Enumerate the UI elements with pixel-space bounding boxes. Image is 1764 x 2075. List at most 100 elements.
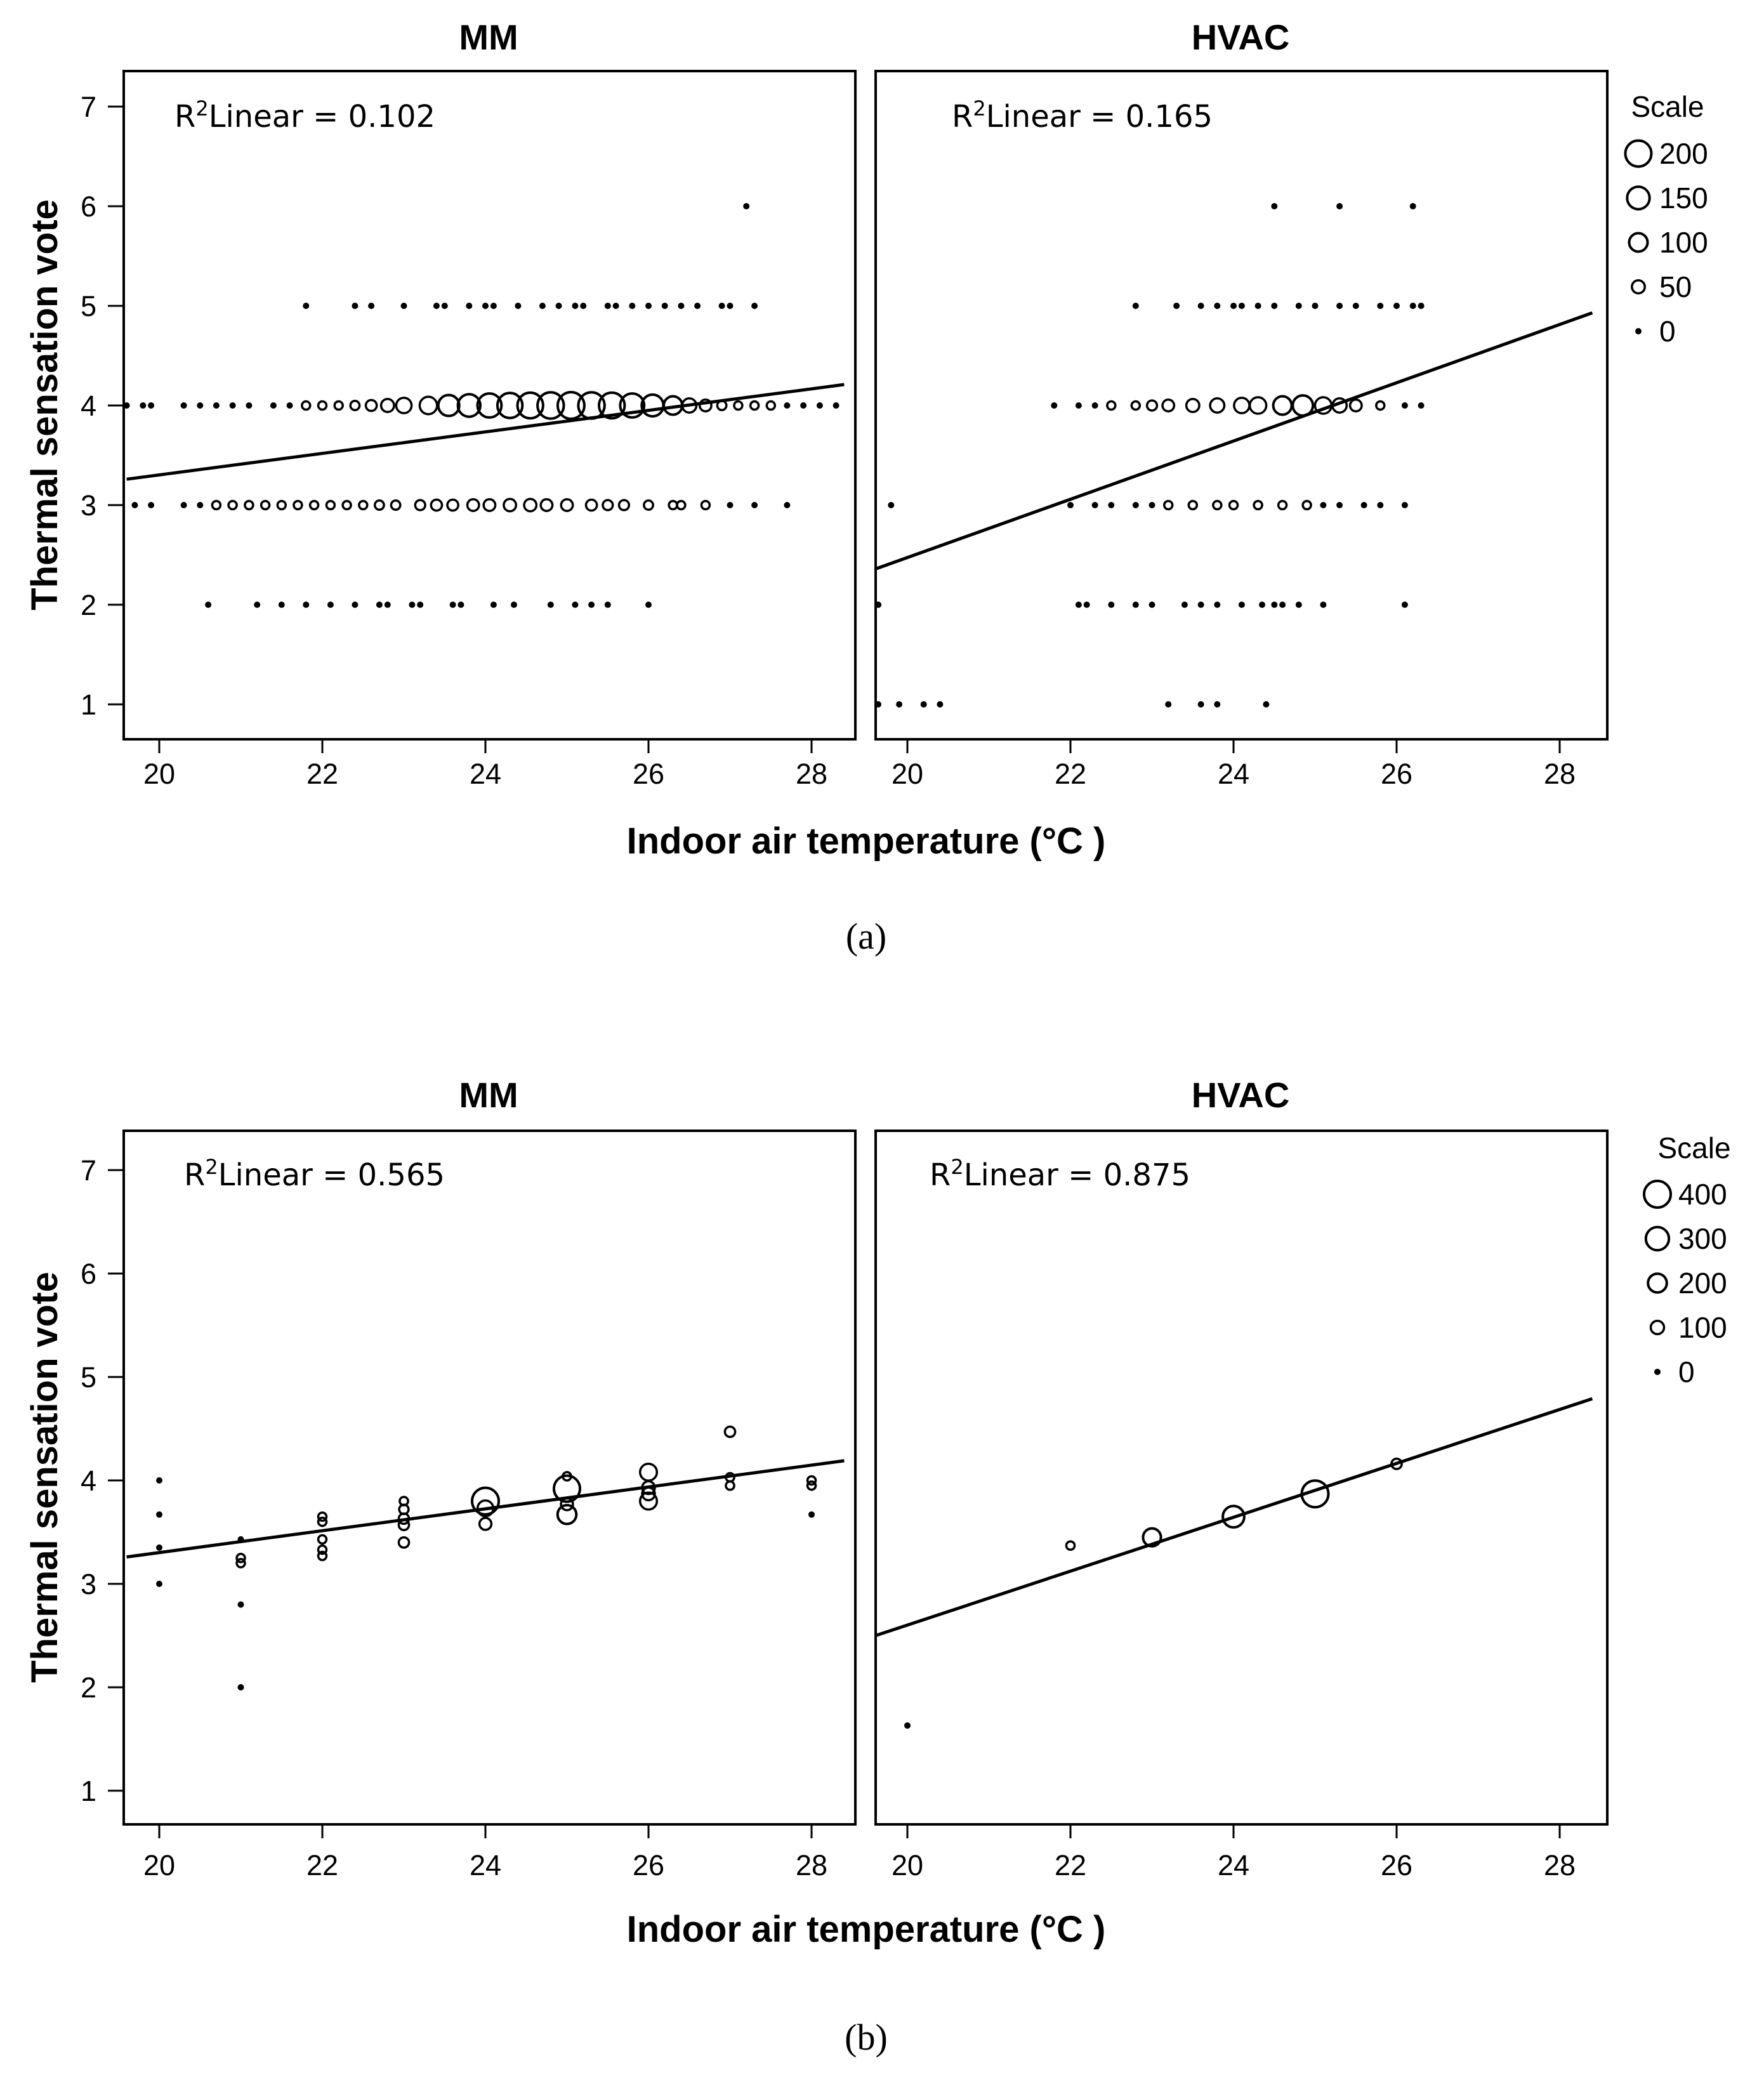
- panel-title-b-hvac: HVAC: [1192, 1075, 1290, 1115]
- data-point: [539, 498, 554, 512]
- data-point: [556, 391, 586, 420]
- r2-value-b-mm: Linear = 0.565: [218, 1157, 445, 1193]
- data-point: [1165, 701, 1172, 708]
- legend-label: 0: [1659, 315, 1676, 348]
- data-point: [490, 303, 497, 309]
- data-point: [1295, 303, 1302, 309]
- data-point: [148, 502, 155, 508]
- r2-label-b-hvac: R2Linear = 0.875: [930, 1155, 1190, 1193]
- data-point: [1149, 602, 1155, 608]
- data-point: [1348, 399, 1363, 412]
- data-point: [414, 499, 426, 511]
- plot-frame-b-mm: [122, 1130, 857, 1826]
- data-point: [358, 499, 369, 511]
- data-point: [1409, 303, 1416, 309]
- data-point: [433, 303, 440, 309]
- data-point: [368, 303, 375, 309]
- data-point: [237, 1601, 244, 1608]
- data-point: [1214, 602, 1221, 608]
- x-tick-label: 20: [892, 758, 923, 790]
- data-point: [1401, 502, 1408, 508]
- x-tick-label: 24: [1218, 1849, 1249, 1881]
- data-point: [1212, 499, 1223, 511]
- data-point: [523, 497, 538, 513]
- data-point: [229, 402, 236, 409]
- data-point: [1248, 396, 1268, 415]
- x-tick-label: 28: [1544, 758, 1576, 790]
- data-point: [1277, 499, 1288, 511]
- data-point: [539, 303, 546, 309]
- legend-marker: [1624, 139, 1653, 168]
- plot-area-b-mm: [126, 1425, 845, 1690]
- data-point: [457, 602, 464, 608]
- data-point: [333, 400, 344, 411]
- data-point: [140, 402, 147, 409]
- data-point: [384, 602, 391, 608]
- data-point: [751, 303, 758, 309]
- data-point: [395, 397, 413, 414]
- legend-a: Scale 200 150 100 50 0: [1624, 90, 1708, 348]
- data-point: [260, 499, 271, 511]
- data-point: [808, 1511, 815, 1518]
- y-tick-label: 7: [81, 1154, 96, 1187]
- data-point: [1271, 602, 1278, 608]
- data-point: [156, 1544, 162, 1551]
- data-point: [584, 498, 598, 512]
- panel-title-a-mm: MM: [459, 17, 518, 57]
- data-point: [723, 1425, 737, 1439]
- data-point: [784, 502, 791, 508]
- data-point: [276, 499, 287, 511]
- x-tick-label: 26: [633, 758, 664, 790]
- data-point: [1271, 303, 1278, 309]
- data-point: [456, 393, 482, 418]
- y-tick-label: 3: [81, 1568, 96, 1600]
- data-point: [1181, 602, 1188, 608]
- legend-b: Scale 400 300 200 100 0: [1643, 1131, 1731, 1388]
- data-point: [317, 1550, 328, 1562]
- data-point: [213, 402, 220, 409]
- data-point: [1214, 701, 1221, 708]
- x-tick-label: 26: [1381, 758, 1412, 790]
- plot-frame-a-hvac: [874, 70, 1609, 741]
- data-point: [466, 498, 480, 512]
- data-point: [661, 303, 668, 309]
- data-point: [437, 393, 461, 418]
- data-point: [352, 602, 359, 608]
- y-tick-label: 7: [81, 91, 96, 123]
- data-point: [496, 392, 524, 419]
- data-point: [604, 303, 611, 309]
- data-point: [1161, 399, 1176, 412]
- data-point: [1162, 499, 1174, 511]
- data-point: [1418, 303, 1425, 309]
- data-point: [1238, 303, 1245, 309]
- data-point: [123, 402, 130, 409]
- data-point: [1197, 602, 1204, 608]
- data-point: [341, 499, 352, 511]
- data-point: [602, 499, 614, 511]
- legend-marker: [1649, 1319, 1666, 1336]
- data-point: [1108, 502, 1115, 508]
- data-point: [379, 398, 395, 413]
- data-point: [580, 303, 587, 309]
- data-point: [317, 1534, 328, 1545]
- data-point: [1197, 303, 1204, 309]
- data-point: [390, 499, 402, 511]
- data-point: [645, 602, 652, 608]
- fit-line: [875, 311, 1593, 570]
- data-point: [237, 1684, 244, 1690]
- data-point: [1130, 400, 1142, 411]
- data-point: [235, 1553, 246, 1564]
- data-point: [727, 303, 734, 309]
- legend-marker: [1654, 1369, 1661, 1375]
- data-point: [327, 602, 334, 608]
- data-point: [572, 602, 579, 608]
- y-axis-title-a: Thermal sensation vote: [24, 199, 65, 610]
- x-axis-title-b: Indoor air temperature (°C ): [627, 1909, 1106, 1950]
- data-point: [765, 400, 777, 411]
- data-point: [645, 303, 652, 309]
- plot-area-b-hvac: [875, 1397, 1593, 1729]
- data-point: [156, 1477, 162, 1484]
- data-point: [1065, 1540, 1076, 1551]
- x-tick-label: 22: [1055, 1849, 1086, 1881]
- data-point: [449, 602, 456, 608]
